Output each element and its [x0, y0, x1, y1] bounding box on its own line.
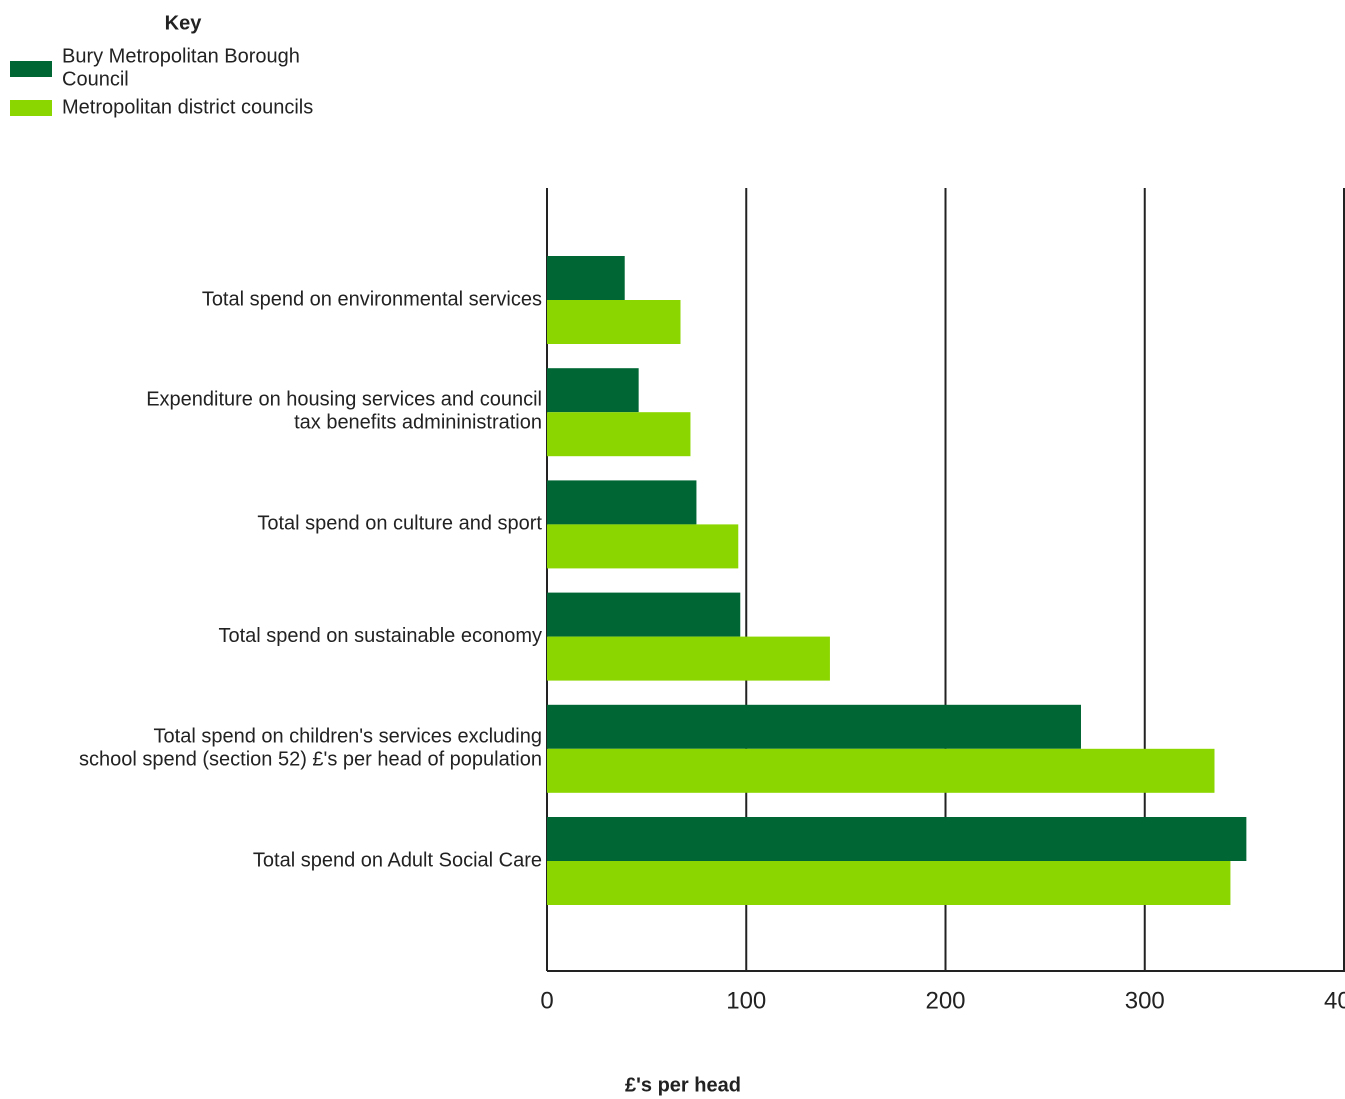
y-tick-label: Total spend on environmental services [202, 288, 542, 310]
legend-title: Key [165, 12, 203, 34]
legend-label: Bury Metropolitan Borough Council [62, 46, 300, 91]
bar [547, 817, 1247, 861]
bar [547, 524, 739, 569]
legend-label: Metropolitan district councils [62, 96, 313, 118]
x-axis-label: £'s per head [625, 1074, 741, 1096]
bar [547, 636, 830, 681]
x-tick-label: 300 [1125, 987, 1165, 1014]
legend-swatch [10, 100, 52, 116]
x-tick-label: 400 [1324, 987, 1345, 1014]
y-tick-label: Total spend on culture and sport [257, 513, 542, 535]
bar [547, 256, 625, 300]
bar [547, 704, 1081, 749]
x-tick-label: 100 [726, 987, 766, 1014]
bar [547, 861, 1231, 905]
y-tick-label: Total spend on Adult Social Care [253, 849, 542, 871]
legend-swatch [10, 61, 52, 77]
bar [547, 368, 639, 413]
y-tick-label: Total spend on sustainable economy [218, 625, 542, 647]
bar [547, 480, 697, 525]
bar [547, 592, 741, 637]
y-tick-label: Expenditure on housing services and coun… [146, 389, 542, 434]
bar [547, 300, 681, 344]
y-tick-label: Total spend on children's services exclu… [79, 726, 542, 771]
bar [547, 412, 691, 457]
x-tick-label: 0 [540, 987, 553, 1014]
x-tick-label: 200 [925, 987, 965, 1014]
bar [547, 748, 1215, 793]
